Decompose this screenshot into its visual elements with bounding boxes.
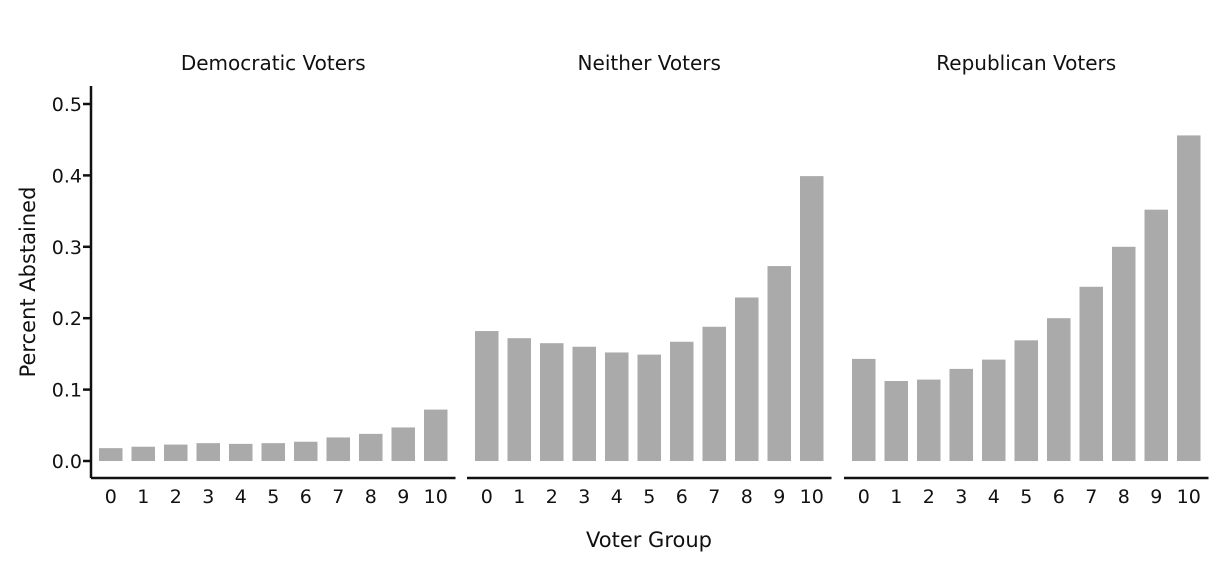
x-tick-label: 4 — [235, 486, 247, 508]
bar — [540, 343, 564, 461]
panel-1: Neither Voters 0 1 2 3 4 5 6 7 8 9 10 — [467, 51, 832, 508]
panel-title: Democratic Voters — [181, 51, 366, 75]
x-tick-label: 10 — [424, 486, 448, 508]
x-tick-label: 10 — [1177, 486, 1201, 508]
x-tick-label: 6 — [300, 486, 312, 508]
bar — [1079, 286, 1103, 461]
panel-title: Republican Voters — [936, 51, 1116, 75]
x-tick-label: 2 — [923, 486, 935, 508]
bar — [982, 359, 1006, 461]
bar — [164, 444, 188, 461]
x-tick-label: 10 — [800, 486, 824, 508]
bar — [326, 437, 350, 461]
bar — [605, 352, 629, 461]
bar — [99, 448, 123, 461]
x-tick-label: 7 — [1085, 486, 1097, 508]
bar — [424, 409, 448, 461]
x-tick-label: 9 — [1150, 486, 1162, 508]
x-tick-label: 5 — [267, 486, 279, 508]
x-tick-label: 3 — [955, 486, 967, 508]
x-tick-label: 1 — [513, 486, 525, 508]
bar — [359, 433, 383, 461]
x-tick-label: 9 — [397, 486, 409, 508]
x-tick-label: 0 — [858, 486, 870, 508]
y-tick-label: 0.2 — [52, 308, 82, 330]
bar — [884, 381, 908, 461]
x-tick-label: 7 — [708, 486, 720, 508]
x-tick-label: 2 — [546, 486, 558, 508]
bar — [1144, 209, 1168, 461]
x-tick-label: 9 — [773, 486, 785, 508]
bar — [1177, 135, 1201, 461]
x-tick-label: 8 — [1118, 486, 1130, 508]
bar — [917, 379, 941, 461]
y-axis-title: Percent Abstained — [16, 187, 40, 378]
bar — [572, 346, 596, 461]
panel-title: Neither Voters — [578, 51, 721, 75]
bar — [1014, 340, 1038, 461]
bar — [261, 443, 285, 461]
bar — [702, 326, 726, 461]
y-tick-label: 0.3 — [52, 237, 82, 259]
x-axis-title: Voter Group — [586, 528, 712, 552]
bar — [949, 368, 973, 461]
panel-2: Republican Voters 0 1 2 3 4 5 6 7 8 9 10 — [844, 51, 1209, 508]
x-tick-label: 5 — [1020, 486, 1032, 508]
x-tick-label: 0 — [481, 486, 493, 508]
bar — [131, 446, 155, 461]
x-tick-label: 1 — [890, 486, 902, 508]
y-axis: 0.0 0.1 0.2 0.3 0.4 0.5 — [52, 86, 93, 478]
x-tick-label: 4 — [988, 486, 1000, 508]
bar — [852, 358, 876, 461]
x-tick-label: 3 — [578, 486, 590, 508]
x-tick-label: 8 — [741, 486, 753, 508]
y-tick-label: 0.1 — [52, 380, 82, 402]
y-tick-label: 0.5 — [52, 94, 82, 116]
x-tick-label: 3 — [202, 486, 214, 508]
y-tick-label: 0.0 — [52, 451, 82, 473]
x-tick-label: 6 — [1053, 486, 1065, 508]
bar — [229, 443, 253, 461]
x-tick-label: 6 — [676, 486, 688, 508]
x-tick-label: 8 — [365, 486, 377, 508]
bar — [294, 441, 318, 461]
bar — [800, 176, 824, 461]
bar — [1112, 246, 1136, 461]
bar — [670, 341, 694, 461]
x-tick-label: 5 — [643, 486, 655, 508]
x-tick-label: 7 — [332, 486, 344, 508]
bar — [637, 354, 661, 461]
bar — [196, 443, 220, 461]
panel-0: Democratic Voters 0 1 2 3 4 5 6 7 8 9 10 — [91, 51, 456, 508]
bar — [735, 297, 759, 461]
bar — [391, 427, 415, 461]
y-tick-label: 0.4 — [52, 165, 82, 187]
bar — [475, 331, 499, 461]
x-tick-label: 4 — [611, 486, 623, 508]
bar — [507, 338, 531, 461]
bar — [767, 266, 791, 461]
x-tick-label: 0 — [105, 486, 117, 508]
x-tick-label: 2 — [170, 486, 182, 508]
bar — [1047, 318, 1071, 461]
x-tick-label: 1 — [137, 486, 149, 508]
